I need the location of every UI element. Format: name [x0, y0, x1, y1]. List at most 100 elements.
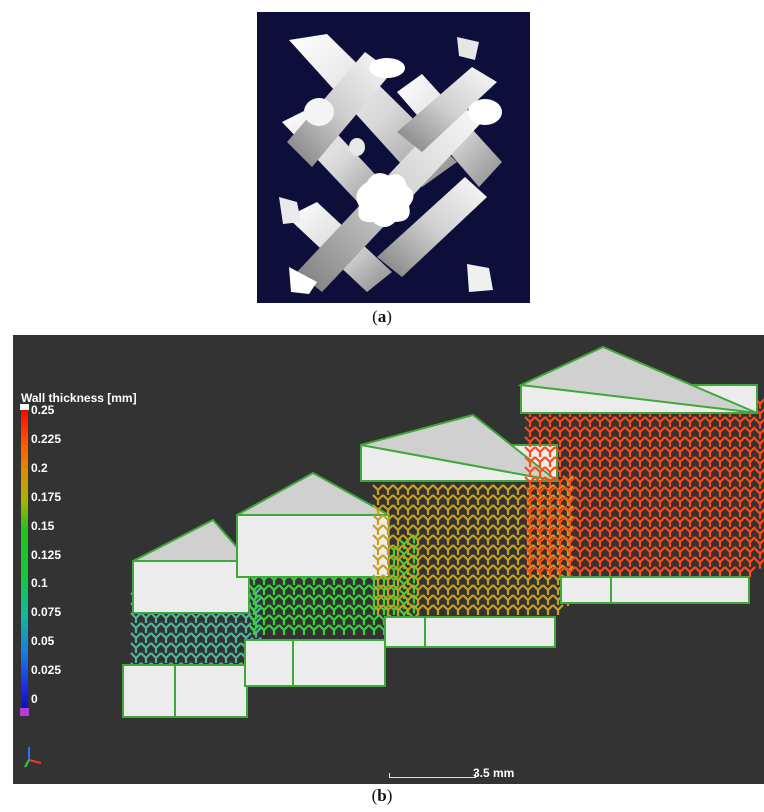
lattice-strut — [624, 436, 636, 447]
lattice-strut — [554, 456, 566, 467]
lattice-strut — [502, 554, 514, 565]
lattice-strut — [482, 534, 494, 545]
lattice-strut — [248, 594, 260, 605]
lattice-strut — [482, 574, 494, 585]
lattice-strut — [654, 536, 666, 547]
lattice-strut — [502, 484, 514, 495]
lattice-strut — [160, 612, 172, 623]
lattice-strut — [482, 524, 494, 535]
lattice-strut — [744, 556, 756, 567]
lattice-strut — [734, 436, 746, 447]
lattice-strut — [614, 486, 626, 497]
lattice-strut — [694, 536, 706, 547]
lattice-strut — [422, 524, 434, 535]
lattice-strut — [754, 417, 764, 429]
lattice-strut — [402, 494, 414, 505]
lattice-strut — [452, 564, 464, 575]
lattice-strut — [372, 504, 384, 515]
lattice-strut — [684, 516, 696, 527]
lattice-strut — [604, 506, 616, 517]
lattice-strut — [584, 536, 596, 547]
strut — [287, 52, 392, 167]
lattice-strut — [392, 494, 404, 505]
lattice-strut — [140, 622, 152, 633]
lattice-strut — [392, 574, 404, 585]
lattice-strut — [462, 554, 474, 565]
lattice-strut — [644, 536, 656, 547]
lattice-strut — [734, 506, 746, 517]
lattice-strut — [230, 612, 242, 623]
lattice-strut — [634, 496, 646, 507]
lattice-strut — [524, 506, 536, 517]
lattice-strut — [230, 632, 242, 643]
lattice-strut — [584, 416, 596, 427]
lattice-strut — [402, 504, 414, 515]
lattice-strut — [614, 546, 626, 557]
lattice-strut — [492, 554, 504, 565]
lattice-strut — [402, 574, 414, 585]
lattice-strut — [200, 652, 212, 663]
lattice-strut — [422, 514, 434, 525]
lattice-strut — [674, 476, 686, 487]
lattice-strut — [594, 456, 606, 467]
lattice-strut — [492, 534, 504, 545]
lattice-strut — [328, 614, 340, 625]
lattice-strut — [634, 506, 646, 517]
strut — [377, 177, 487, 277]
lattice-strut — [584, 436, 596, 447]
lattice-strut — [552, 604, 564, 615]
lattice-strut — [432, 584, 444, 595]
lattice-strut — [382, 504, 394, 515]
lattice-strut — [442, 594, 454, 605]
lattice-strut — [542, 574, 554, 585]
strut-cap — [457, 37, 479, 60]
lattice-strut — [604, 466, 616, 477]
lattice-strut — [544, 466, 556, 477]
lattice-strut — [422, 544, 434, 555]
lattice-strut — [564, 436, 576, 447]
lattice-strut — [744, 516, 756, 527]
lattice-strut — [442, 494, 454, 505]
lattice-strut — [532, 604, 544, 615]
lattice-strut — [724, 486, 736, 497]
lattice-strut — [554, 526, 566, 537]
lattice-strut — [402, 564, 414, 575]
lattice-strut — [624, 456, 636, 467]
lattice-strut — [512, 544, 524, 555]
lattice-strut — [492, 544, 504, 555]
lattice-strut — [268, 594, 280, 605]
lattice-strut — [160, 632, 172, 643]
lattice-strut — [472, 514, 484, 525]
lattice-strut — [594, 536, 606, 547]
lattice-strut — [472, 534, 484, 545]
lattice-strut — [584, 446, 596, 457]
lattice-strut — [382, 604, 394, 615]
lattice-strut — [462, 484, 474, 495]
lattice-strut — [724, 526, 736, 537]
lattice-strut — [358, 614, 370, 625]
lattice-strut — [328, 584, 340, 595]
lattice-strut — [684, 546, 696, 557]
lattice-strut — [422, 494, 434, 505]
lattice-strut — [694, 556, 706, 567]
lattice-strut — [594, 426, 606, 437]
lattice-strut — [534, 476, 546, 487]
lattice-strut — [654, 476, 666, 487]
lattice-strut — [534, 526, 546, 537]
lattice-strut — [240, 612, 252, 623]
lattice-strut — [704, 526, 716, 537]
lattice-strut — [544, 546, 556, 557]
lattice-strut — [452, 544, 464, 555]
lattice-strut — [604, 426, 616, 437]
lattice-strut — [594, 526, 606, 537]
lattice-strut — [392, 564, 404, 575]
lattice-strut — [644, 506, 656, 517]
specimen-2-top-face — [236, 471, 390, 516]
lattice-strut — [574, 556, 586, 567]
lattice-strut — [268, 624, 280, 635]
lattice-strut — [180, 622, 192, 633]
lattice-strut — [534, 536, 546, 547]
lattice-strut — [544, 506, 556, 517]
lattice-strut — [584, 496, 596, 507]
lattice-strut — [684, 496, 696, 507]
